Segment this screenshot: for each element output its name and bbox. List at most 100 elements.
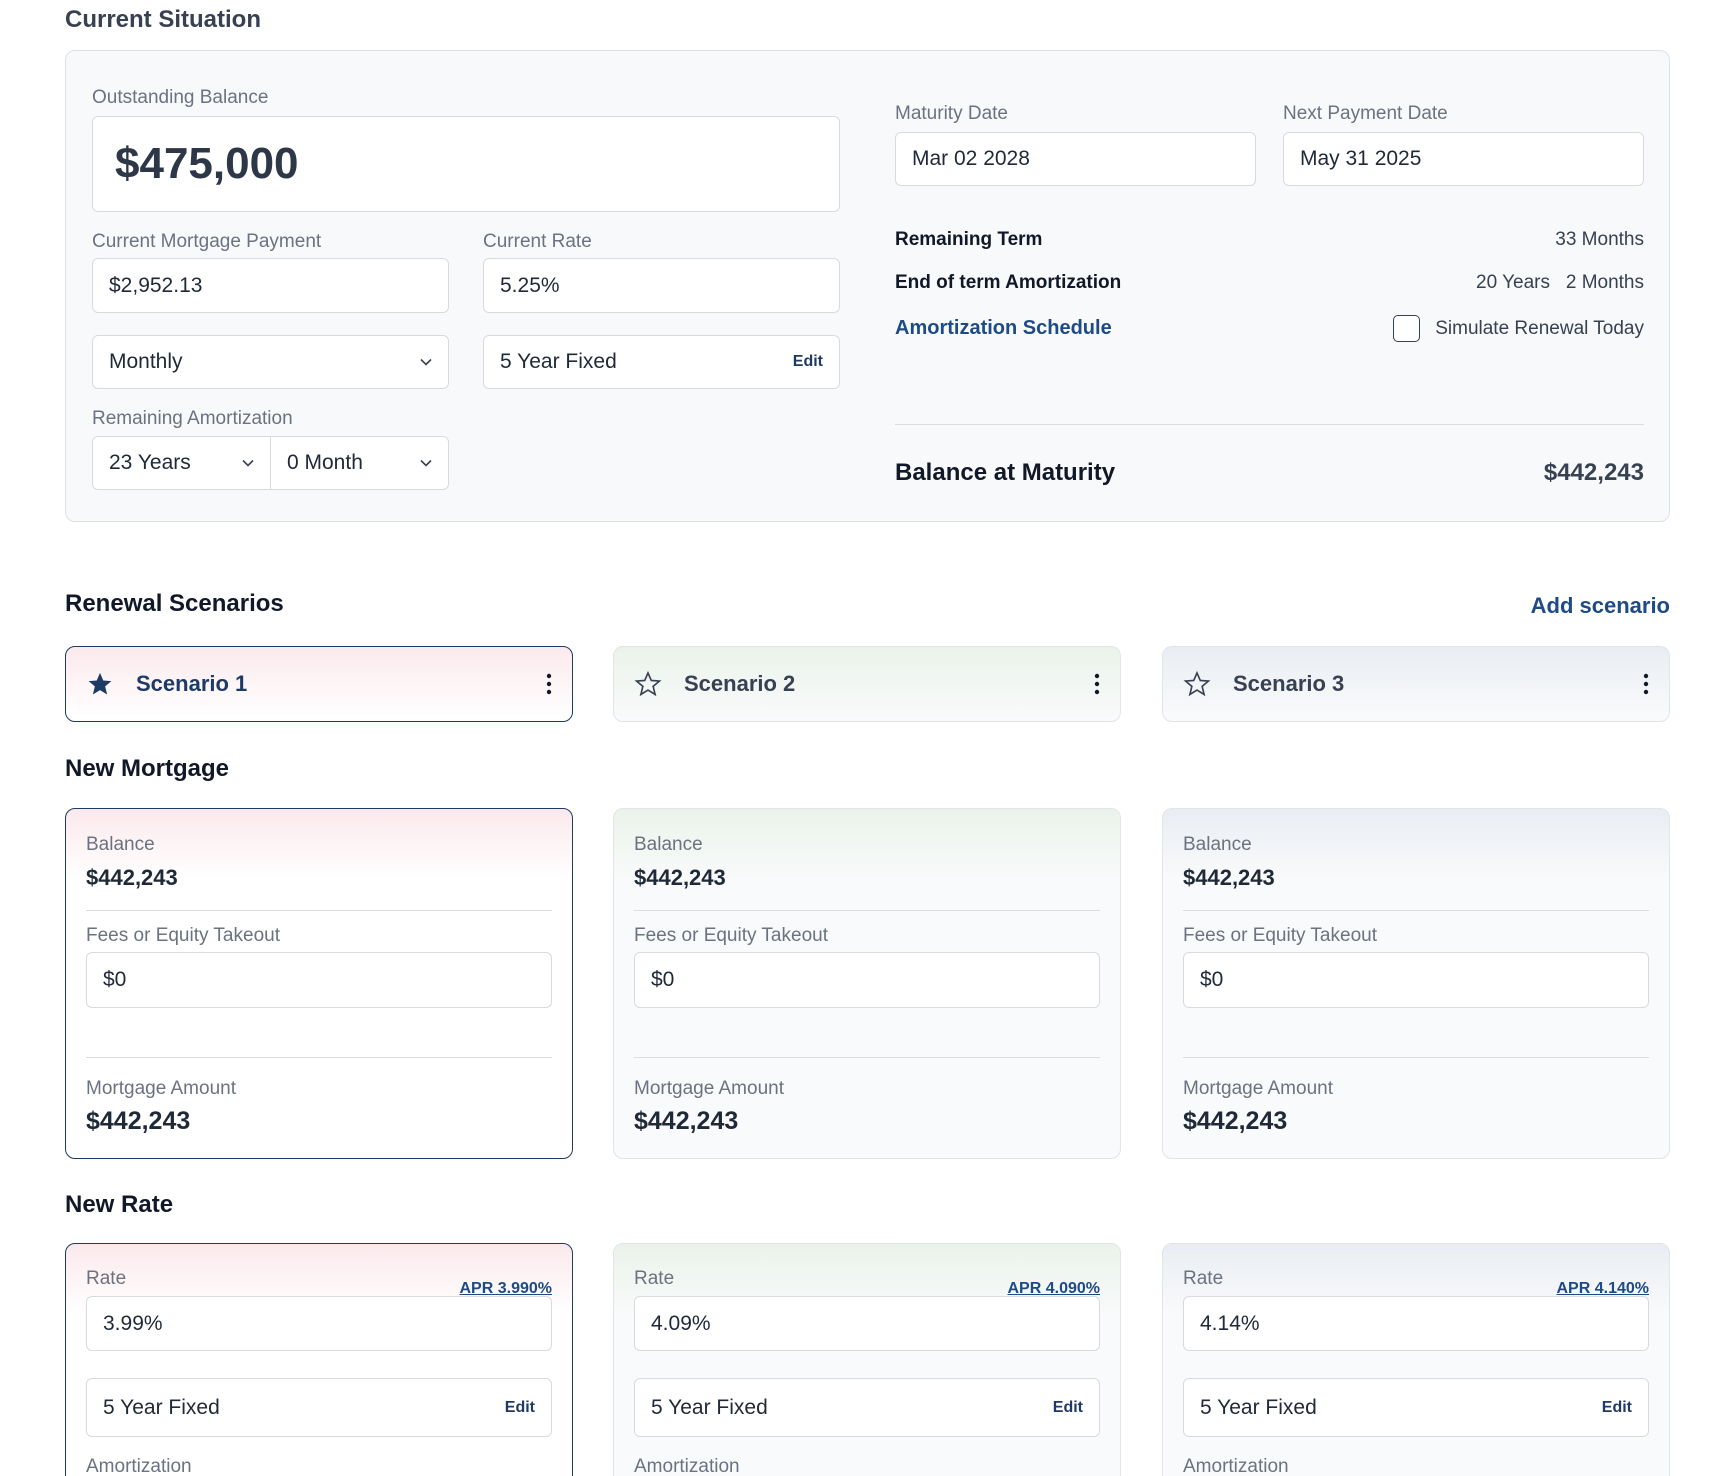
section-title-renewal: Renewal Scenarios xyxy=(65,590,284,617)
rate-input[interactable]: 3.99% xyxy=(86,1296,552,1351)
divider xyxy=(1183,1057,1649,1058)
balance-label: Balance xyxy=(86,834,155,855)
next-payment-date-label: Next Payment Date xyxy=(1283,103,1448,124)
mortgage-amount-label: Mortgage Amount xyxy=(1183,1078,1333,1099)
mortgage-amount-value: $442,243 xyxy=(634,1107,739,1135)
current-payment-input[interactable]: $2,952.13 xyxy=(92,258,449,313)
mortgage-amount-label: Mortgage Amount xyxy=(634,1078,784,1099)
balance-maturity-label: Balance at Maturity xyxy=(895,459,1116,486)
amortization-label: Amortization xyxy=(634,1456,740,1476)
fees-input[interactable]: $0 xyxy=(1183,952,1649,1008)
balance-value: $442,243 xyxy=(634,865,726,890)
current-situation-panel: Outstanding Balance $475,000 Current Mor… xyxy=(65,50,1670,522)
divider xyxy=(634,910,1100,911)
rate-input[interactable]: 4.09% xyxy=(634,1296,1100,1351)
rate-label: Rate xyxy=(86,1268,127,1289)
scenario-tab-1[interactable]: Scenario 1 xyxy=(65,646,573,722)
outstanding-balance-label: Outstanding Balance xyxy=(92,87,269,108)
add-scenario-button[interactable]: Add scenario xyxy=(1530,593,1670,618)
scenario-name: Scenario 2 xyxy=(684,671,796,696)
mortgage-amount-value: $442,243 xyxy=(86,1107,191,1135)
eot-amortization-value: 20 Years 2 Months xyxy=(1476,272,1644,294)
current-rate-label: Current Rate xyxy=(483,231,592,252)
rate-term-value: 5 Year Fixed xyxy=(1200,1395,1317,1419)
rate-term-edit-button[interactable]: Edit xyxy=(1601,1398,1632,1416)
divider xyxy=(1183,910,1649,911)
current-term-edit-button[interactable]: Edit xyxy=(792,353,823,370)
rate-term-field[interactable]: 5 Year Fixed Edit xyxy=(634,1378,1100,1437)
maturity-date-label: Maturity Date xyxy=(895,103,1008,124)
balance-value: $442,243 xyxy=(86,865,178,890)
maturity-date-input[interactable]: Mar 02 2028 xyxy=(895,132,1256,186)
mortgage-amount-label: Mortgage Amount xyxy=(86,1078,236,1099)
rate-term-field[interactable]: 5 Year Fixed Edit xyxy=(86,1378,552,1437)
current-payment-label: Current Mortgage Payment xyxy=(92,231,322,252)
payment-frequency-value: Monthly xyxy=(109,350,183,373)
amortization-schedule-link[interactable]: Amortization Schedule xyxy=(895,317,1112,339)
more-vertical-icon[interactable] xyxy=(546,673,552,695)
outstanding-balance-input[interactable]: $475,000 xyxy=(92,116,840,212)
checkbox-icon[interactable] xyxy=(1393,315,1421,342)
simulate-renewal-toggle[interactable]: Simulate Renewal Today xyxy=(1393,315,1644,342)
new-rate-card-1: Rate APR 3.990% 3.99% 5 Year Fixed Edit … xyxy=(65,1243,573,1476)
eot-amortization-label: End of term Amortization xyxy=(895,272,1122,293)
chevron-down-icon xyxy=(420,459,432,467)
payment-frequency-select[interactable]: Monthly xyxy=(92,335,449,389)
rate-term-edit-button[interactable]: Edit xyxy=(1052,1398,1083,1416)
rate-input[interactable]: 4.14% xyxy=(1183,1296,1649,1351)
divider xyxy=(895,424,1644,425)
chevron-down-icon xyxy=(420,358,432,366)
fees-input[interactable]: $0 xyxy=(634,952,1100,1008)
rate-term-field[interactable]: 5 Year Fixed Edit xyxy=(1183,1378,1649,1437)
section-title-new-mortgage: New Mortgage xyxy=(65,755,230,782)
rate-label: Rate xyxy=(634,1268,675,1289)
remaining-amortization-label: Remaining Amortization xyxy=(92,408,293,429)
amortization-months-select[interactable]: 0 Month xyxy=(270,436,449,490)
fees-label: Fees or Equity Takeout xyxy=(86,925,280,946)
fees-label: Fees or Equity Takeout xyxy=(634,925,828,946)
divider xyxy=(634,1057,1100,1058)
new-mortgage-card-2: Balance $442,243 Fees or Equity Takeout … xyxy=(613,808,1121,1159)
mortgage-amount-value: $442,243 xyxy=(1183,1107,1288,1135)
current-term-field[interactable]: 5 Year Fixed Edit xyxy=(483,335,840,389)
amortization-label: Amortization xyxy=(86,1456,192,1476)
rate-term-edit-button[interactable]: Edit xyxy=(504,1398,535,1416)
amortization-years-value: 23 Years xyxy=(109,451,191,474)
balance-label: Balance xyxy=(1183,834,1252,855)
current-rate-input[interactable]: 5.25% xyxy=(483,258,840,313)
new-mortgage-card-1: Balance $442,243 Fees or Equity Takeout … xyxy=(65,808,573,1159)
remaining-term-label: Remaining Term xyxy=(895,229,1043,250)
next-payment-date-input[interactable]: May 31 2025 xyxy=(1283,132,1644,186)
balance-maturity-value: $442,243 xyxy=(1543,459,1644,486)
rate-term-value: 5 Year Fixed xyxy=(651,1395,768,1419)
section-title-current: Current Situation xyxy=(65,6,261,33)
current-term-value: 5 Year Fixed xyxy=(500,350,617,373)
star-outline-icon[interactable] xyxy=(634,670,662,698)
amortization-label: Amortization xyxy=(1183,1456,1289,1476)
new-rate-card-2: Rate APR 4.090% 4.09% 5 Year Fixed Edit … xyxy=(613,1243,1121,1476)
more-vertical-icon[interactable] xyxy=(1643,673,1649,695)
scenario-tab-3[interactable]: Scenario 3 xyxy=(1162,646,1670,722)
amortization-years-select[interactable]: 23 Years xyxy=(92,436,271,490)
amortization-months-value: 0 Month xyxy=(287,451,363,474)
star-filled-icon[interactable] xyxy=(86,670,114,698)
section-title-new-rate: New Rate xyxy=(65,1191,174,1218)
scenario-name: Scenario 1 xyxy=(136,671,248,696)
apr-link[interactable]: APR 3.990% xyxy=(459,1280,553,1297)
fees-input[interactable]: $0 xyxy=(86,952,552,1008)
remaining-term-value: 33 Months xyxy=(1555,229,1644,250)
scenario-tab-2[interactable]: Scenario 2 xyxy=(613,646,1121,722)
eot-amortization-months: 2 Months xyxy=(1565,272,1644,293)
rate-term-value: 5 Year Fixed xyxy=(103,1395,220,1419)
apr-link[interactable]: APR 4.140% xyxy=(1556,1280,1650,1297)
more-vertical-icon[interactable] xyxy=(1094,673,1100,695)
balance-value: $442,243 xyxy=(1183,865,1275,890)
apr-link[interactable]: APR 4.090% xyxy=(1007,1280,1101,1297)
balance-label: Balance xyxy=(634,834,703,855)
divider xyxy=(86,910,552,911)
divider xyxy=(86,1057,552,1058)
rate-label: Rate xyxy=(1183,1268,1224,1289)
scenario-name: Scenario 3 xyxy=(1233,671,1345,696)
star-outline-icon[interactable] xyxy=(1183,670,1211,698)
new-mortgage-card-3: Balance $442,243 Fees or Equity Takeout … xyxy=(1162,808,1670,1159)
